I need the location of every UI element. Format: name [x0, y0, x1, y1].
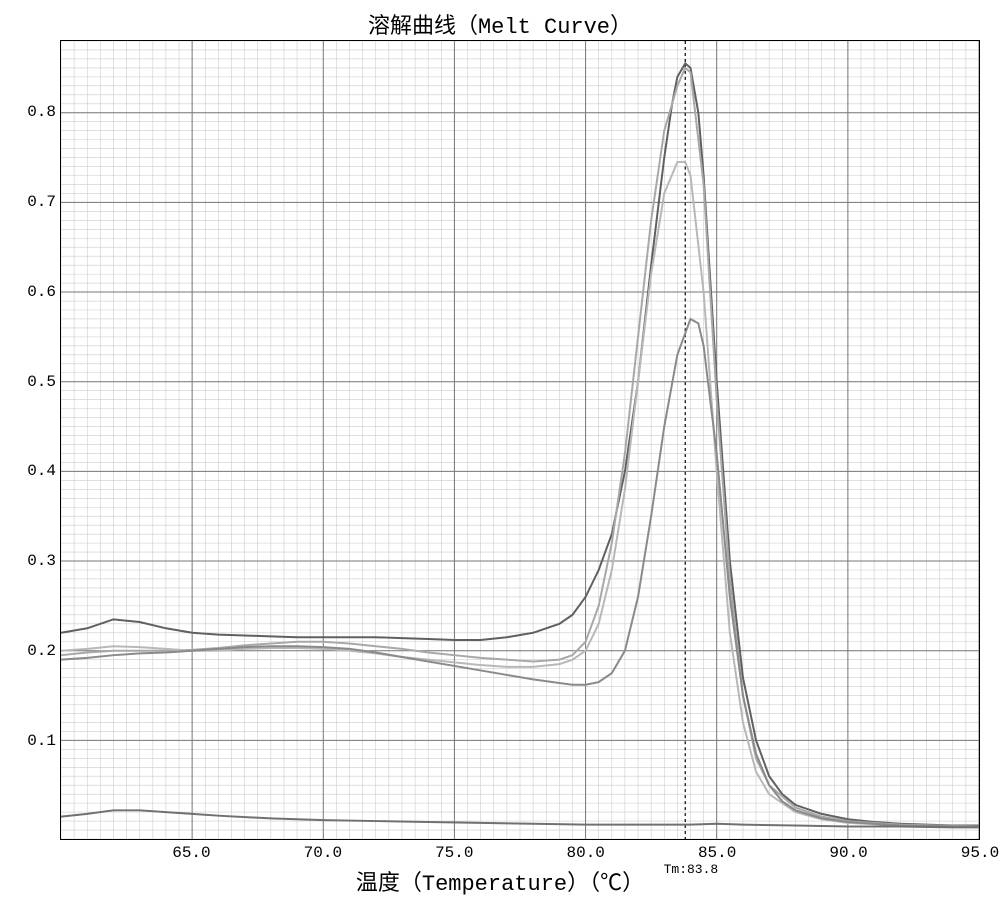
x-tick-label: 95.0: [961, 844, 999, 862]
y-tick-label: 0.6: [27, 283, 56, 301]
x-tick-label: 90.0: [829, 844, 867, 862]
x-axis-label: 温度（Temperature）（℃）: [0, 865, 1000, 897]
y-tick-label: 0.8: [27, 103, 56, 121]
x-tick-label: 65.0: [172, 844, 210, 862]
melt-curve-chart: 溶解曲线（Melt Curve） 0.1 0.2 0.3 0.4 0.5 0.6 0.7 0.…: [0, 0, 1000, 903]
x-tick-label: 80.0: [567, 844, 605, 862]
y-tick-label: 0.2: [27, 642, 56, 660]
curve-1: [61, 63, 979, 825]
y-tick-label: 0.3: [27, 552, 56, 570]
y-tick-label: 0.4: [27, 462, 56, 480]
x-tick-label: 85.0: [698, 844, 736, 862]
curve-4: [61, 319, 979, 826]
y-tick-label: 0.7: [27, 193, 56, 211]
y-tick-label: 0.1: [27, 732, 56, 750]
plot-area: [60, 40, 980, 840]
x-tick-label: 75.0: [435, 844, 473, 862]
curves-svg: [61, 41, 979, 839]
chart-title: 溶解曲线（Melt Curve）: [0, 8, 1000, 40]
x-tick-label: 70.0: [304, 844, 342, 862]
y-tick-label: 0.5: [27, 373, 56, 391]
curve-2: [61, 68, 979, 827]
curve-3: [61, 162, 979, 826]
